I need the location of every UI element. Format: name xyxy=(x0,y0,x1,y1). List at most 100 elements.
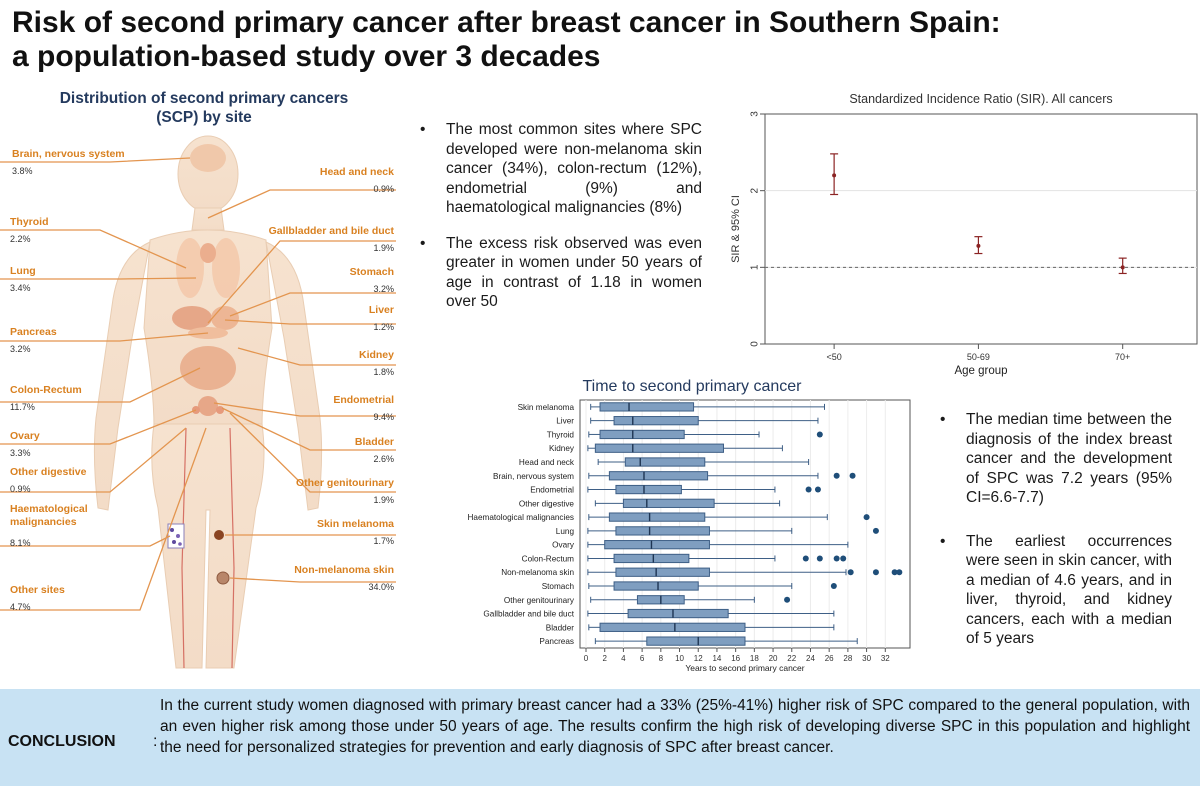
x-axis-label: Age group xyxy=(954,365,1007,377)
outlier-point xyxy=(840,555,847,562)
site-name: Non-melanoma skin xyxy=(294,564,394,576)
site-percent: 3.3% xyxy=(10,448,31,458)
iqr-box xyxy=(608,512,706,522)
iqr-box xyxy=(622,498,715,508)
site-name: Thyroid xyxy=(10,216,49,228)
right-arm-shape xyxy=(265,241,323,511)
category-label: Bladder xyxy=(546,623,574,632)
findings-bullets-top: • The most common sites where SPC develo… xyxy=(420,120,702,324)
sir-chart: Standardized Incidence Ratio (SIR). All … xyxy=(730,92,1198,377)
site-label: Other sites 4.7% xyxy=(10,584,65,613)
outlier-point xyxy=(833,472,840,479)
site-percent: 1.7% xyxy=(373,536,394,546)
sir-point xyxy=(832,173,837,178)
category-label: Haematological malignancies xyxy=(468,513,575,522)
iqr-box xyxy=(613,416,699,426)
bullet-item: • The most common sites where SPC develo… xyxy=(420,120,702,218)
findings-bullets-right: • The median time between the diagnosis … xyxy=(940,410,1172,661)
x-tick-label: 2 xyxy=(602,654,607,663)
site-label: Brain, nervous system 3.8% xyxy=(12,148,125,177)
iqr-box xyxy=(624,457,706,467)
site-percent: 3.4% xyxy=(10,283,31,293)
site-percent: 0.9% xyxy=(373,184,394,194)
conclusion-text: In the current study women diagnosed wit… xyxy=(160,697,1190,756)
x-tick-label: 24 xyxy=(806,654,815,663)
x-tick-label: 22 xyxy=(787,654,796,663)
x-tick-label: 50-69 xyxy=(967,352,990,362)
conclusion-colon: : xyxy=(153,733,158,750)
sir-point xyxy=(976,243,981,248)
site-name: Skin melanoma xyxy=(316,518,394,530)
site-percent: 8.1% xyxy=(10,538,31,548)
distribution-heading: Distribution of second primary cancers (… xyxy=(14,89,394,127)
category-label: Endometrial xyxy=(530,486,574,495)
site-name: Endometrial xyxy=(333,394,394,406)
plot-area xyxy=(764,113,1198,345)
x-tick-label: 70+ xyxy=(1115,352,1130,362)
outlier-point xyxy=(816,431,823,438)
outlier-point xyxy=(849,472,856,479)
site-name: Brain, nervous system xyxy=(12,148,125,160)
category-label: Thyroid xyxy=(547,430,575,439)
bullet-item: • The excess risk observed was even grea… xyxy=(420,234,702,312)
bullet-text: The excess risk observed was even greate… xyxy=(446,234,702,311)
site-label: Skin melanoma 1.7% xyxy=(317,518,394,547)
outlier-point xyxy=(830,583,837,589)
title-line-2: a population-based study over 3 decades xyxy=(12,40,601,73)
left-arm-shape xyxy=(93,241,151,511)
x-tick-label: 0 xyxy=(584,654,589,663)
category-label: Lung xyxy=(556,527,575,536)
distribution-heading-line-1: Distribution of second primary cancers xyxy=(59,90,349,107)
site-name: Bladder xyxy=(354,436,394,448)
body-illustration xyxy=(0,135,396,669)
site-name: Haematological malignancies xyxy=(10,503,88,528)
outlier-point xyxy=(872,569,879,576)
iqr-box xyxy=(646,636,746,646)
x-tick-label: <50 xyxy=(826,352,841,362)
category-label: Head and neck xyxy=(519,458,575,467)
site-name: Lung xyxy=(10,265,36,277)
poster-title: Risk of second primary cancer after brea… xyxy=(0,0,1200,84)
site-percent: 3.2% xyxy=(373,284,394,294)
plot-area xyxy=(579,399,911,649)
site-percent: 3.2% xyxy=(10,344,31,354)
bullet-text: The median time between the diagnosis of… xyxy=(966,411,1172,506)
site-label: Lung 3.4% xyxy=(10,265,36,294)
site-name: Other genitourinary xyxy=(295,477,394,489)
bullet-text: The earliest occurrences were seen in sk… xyxy=(966,532,1172,648)
site-name: Colon-Rectum xyxy=(10,384,82,396)
chart-title: Time to second primary cancer xyxy=(582,378,802,395)
site-percent: 1.2% xyxy=(373,322,394,332)
site-percent: 1.9% xyxy=(373,495,394,505)
site-name: Gallbladder and bile duct xyxy=(268,225,394,237)
site-label: Other digestive 0.9% xyxy=(10,466,86,495)
outlier-point xyxy=(891,569,898,576)
sir-point xyxy=(1120,265,1125,270)
site-label: Haematological malignancies 8.1% xyxy=(10,503,130,549)
x-tick-label: 10 xyxy=(675,654,684,663)
site-label: Pancreas 3.2% xyxy=(10,326,57,355)
site-label: Endometrial 9.4% xyxy=(333,394,394,423)
outlier-point xyxy=(896,569,903,576)
category-label: Brain, nervous system xyxy=(493,472,574,481)
site-label: Ovary 3.3% xyxy=(10,430,40,459)
x-axis-label: Years to second primary cancer xyxy=(685,663,804,673)
bullet-item: • The median time between the diagnosis … xyxy=(940,410,1172,508)
x-tick-label: 28 xyxy=(843,654,852,663)
site-percent: 4.7% xyxy=(10,602,31,612)
vessels xyxy=(181,427,235,669)
category-label: Other genitourinary xyxy=(504,596,575,605)
x-tick-label: 30 xyxy=(862,654,871,663)
site-name: Liver xyxy=(368,304,394,316)
iqr-box xyxy=(599,622,746,632)
category-label: Liver xyxy=(556,417,574,426)
x-tick-label: 6 xyxy=(640,654,645,663)
x-tick-label: 32 xyxy=(881,654,890,663)
iqr-box xyxy=(599,402,695,412)
site-percent: 2.2% xyxy=(10,234,31,244)
outlier-point xyxy=(784,596,791,603)
x-tick-label: 14 xyxy=(712,654,721,663)
site-label: Thyroid 2.2% xyxy=(10,216,49,245)
site-label: Other genitourinary 1.9% xyxy=(296,477,394,506)
